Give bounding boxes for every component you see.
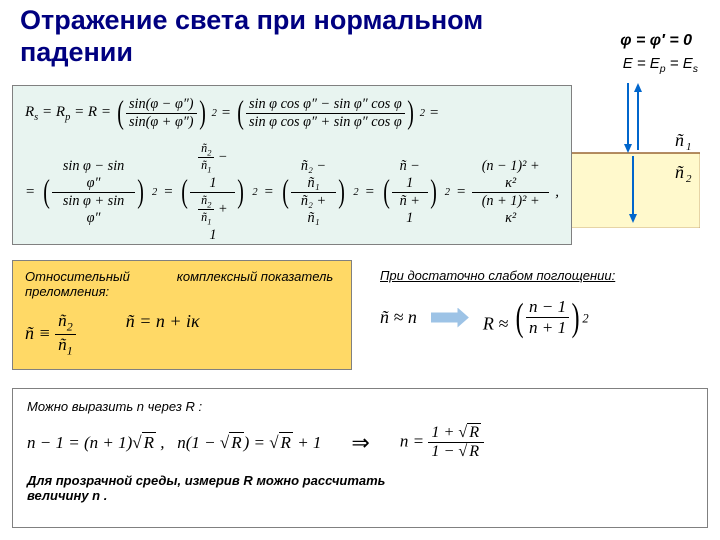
svg-text:1: 1 xyxy=(686,141,692,153)
b4f1-sqrt: R xyxy=(142,432,156,452)
f1-num: sin(φ − φ″) xyxy=(126,96,197,114)
e-sub-s: s xyxy=(693,63,698,75)
l2f1-den: sin φ + sin φ″ xyxy=(52,193,135,227)
box2-f2: ñ = n + iκ xyxy=(126,311,200,359)
b4f2-sqrt2: R xyxy=(279,432,293,452)
page-title: Отражение света при нормальном падении xyxy=(20,4,560,69)
box3-label: При достаточно слабом поглощении: xyxy=(380,268,696,283)
box3-f2: R ≈ n − 1n + 12 xyxy=(483,297,589,338)
l2f3-num: ñ₂ − ñ₁ xyxy=(291,158,337,193)
svg-text:ñ: ñ xyxy=(675,130,684,150)
svg-text:2: 2 xyxy=(686,173,692,185)
l2f5-den: (n + 1)² + κ² xyxy=(472,193,549,227)
refractive-index-box: Относительный комплексный показатель пре… xyxy=(12,260,352,370)
derivation-box: Rs = Rp = R = sin(φ − φ″)sin(φ + φ″)2 = … xyxy=(12,85,572,245)
rs-sub: s xyxy=(34,112,38,123)
b3f2-num: n − 1 xyxy=(526,297,569,318)
l2f1-num: sin φ − sin φ″ xyxy=(52,158,135,193)
incidence-diagram: ñ 1 ñ 2 xyxy=(570,78,700,228)
svg-text:ñ: ñ xyxy=(675,162,684,182)
e-equation: E = Ep = Es xyxy=(623,55,698,75)
l2f4-den: ñ + 1 xyxy=(392,193,428,227)
rp-sub: p xyxy=(65,112,70,123)
l2f5-num: (n − 1)² + κ² xyxy=(472,158,549,193)
phi-condition: φ = φ′ = 0 xyxy=(620,32,692,50)
f2-den: sin φ cos φ″ + sin φ″ cos φ xyxy=(246,114,405,131)
e-sub-p: p xyxy=(660,63,666,75)
b4f3n-sqrt: R xyxy=(467,423,481,441)
b3f2-den: n + 1 xyxy=(526,318,569,338)
box4-label: Можно выразить n через R : xyxy=(27,399,693,414)
box2-label: Относительный комплексный показатель пре… xyxy=(25,269,339,299)
b4f3d-sqrt: R xyxy=(467,442,481,460)
box3-f1: ñ ≈ n xyxy=(380,307,417,328)
f2-num: sin φ cos φ″ − sin φ″ cos φ xyxy=(246,96,405,114)
l2f3-den: ñ₂ + ñ₁ xyxy=(291,193,337,227)
arrow-icon xyxy=(431,308,469,328)
f1-den: sin(φ + φ″) xyxy=(126,114,197,131)
box4-note: Для прозрачной среды, измерив R можно ра… xyxy=(27,473,407,503)
n-from-r-box: Можно выразить n через R : n − 1 = (n + … xyxy=(12,388,708,528)
implies-icon: ⇒ xyxy=(351,430,369,456)
b4f2-sqrt: R xyxy=(229,432,243,452)
e-eq-text: E = E xyxy=(623,55,660,72)
l2f4-num: ñ − 1 xyxy=(392,158,428,193)
box2-f1: ñ ≡ ñ2ñ1 xyxy=(25,311,76,359)
box4-f3: n = 1 + √R1 − √R xyxy=(400,424,484,461)
weak-absorption-box: При достаточно слабом поглощении: ñ ≈ n … xyxy=(368,260,708,370)
box4-f1: n − 1 = (n + 1)√R , n(1 − √R) = √R + 1 xyxy=(27,433,321,453)
